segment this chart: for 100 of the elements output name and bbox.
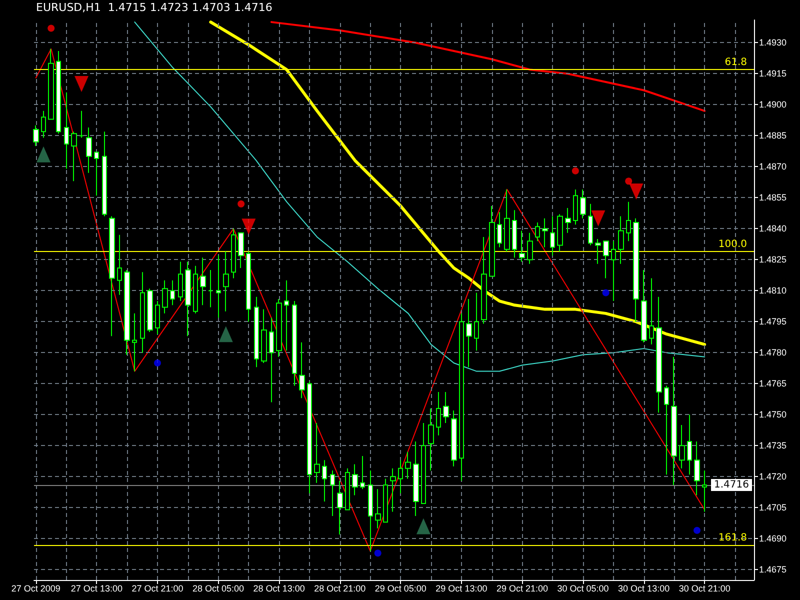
candlestick xyxy=(276,298,282,358)
y-tick-label: 1.4765 xyxy=(759,378,787,389)
candlestick xyxy=(466,298,472,368)
candlestick xyxy=(664,385,669,476)
candlestick xyxy=(535,222,540,242)
point xyxy=(629,184,644,200)
candlestick xyxy=(132,312,137,372)
point xyxy=(48,24,55,32)
candlestick xyxy=(626,201,631,242)
candlestick xyxy=(147,288,153,333)
candlestick xyxy=(702,470,707,512)
candlestick xyxy=(580,188,586,219)
candlestick xyxy=(269,317,274,403)
x-tick-label: 27 Oct 13:00 xyxy=(70,584,122,594)
candlestick xyxy=(398,460,403,494)
candlestick xyxy=(368,470,373,552)
ref-line-label: 1.4716 xyxy=(714,479,749,490)
candlestick xyxy=(557,214,563,252)
candlestick xyxy=(102,131,107,217)
x-tick-label: 29 Oct 13:00 xyxy=(436,584,488,594)
candlestick xyxy=(261,308,267,364)
candlestick xyxy=(314,422,320,484)
candlestick xyxy=(254,296,259,368)
line-series xyxy=(270,21,706,112)
line-series xyxy=(35,48,706,552)
candlestick xyxy=(162,280,168,314)
candlestick xyxy=(565,208,571,234)
candlestick xyxy=(231,228,236,279)
candlestick xyxy=(41,110,46,138)
candlestick xyxy=(322,460,327,502)
candlestick xyxy=(611,240,616,302)
candlestick xyxy=(246,250,251,322)
point xyxy=(36,146,50,162)
candlestick xyxy=(573,188,578,226)
candlestick xyxy=(337,480,343,536)
candlestick xyxy=(56,50,61,134)
x-tick-label: 29 Oct 21:00 xyxy=(496,584,548,594)
candlestick xyxy=(527,232,533,264)
x-tick-label: 30 Oct 13:00 xyxy=(618,584,670,594)
y-tick-label: 1.4750 xyxy=(759,410,787,420)
candlestick xyxy=(497,212,502,248)
y-tick-label: 1.4900 xyxy=(759,100,787,110)
candlestick xyxy=(307,381,312,494)
candlestick xyxy=(284,280,289,352)
candlestick xyxy=(86,126,92,174)
candlestick xyxy=(633,218,639,322)
candlestick xyxy=(550,216,555,256)
y-tick-label: 1.4690 xyxy=(759,534,787,544)
point xyxy=(74,76,88,92)
candlestick xyxy=(694,441,700,496)
point xyxy=(602,289,610,296)
candlestick xyxy=(330,470,335,516)
point xyxy=(242,218,256,235)
candlestick xyxy=(94,152,99,196)
x-tick-label: 30 Oct 05:00 xyxy=(557,584,609,594)
candlestick xyxy=(185,261,191,337)
annotation: 100.0 xyxy=(718,238,747,250)
candlestick xyxy=(33,124,39,147)
candlestick xyxy=(656,296,662,414)
candlestick xyxy=(216,255,221,318)
y-tick-label: 1.4810 xyxy=(759,286,787,296)
x-tick-label: 28 Oct 21:00 xyxy=(314,584,366,594)
candlestick xyxy=(208,270,213,308)
candlestick xyxy=(345,468,350,510)
point xyxy=(591,210,606,226)
candlestick xyxy=(679,424,685,469)
candlestick xyxy=(178,261,183,302)
candlestick xyxy=(489,205,495,277)
candlestick xyxy=(48,48,54,120)
y-tick-label: 1.4720 xyxy=(759,472,787,482)
candlestick xyxy=(238,232,244,268)
line-series xyxy=(134,22,706,372)
candlestick xyxy=(428,408,434,471)
chart-title: EURUSD,H1 1.4715 1.4723 1.4703 1.4716 xyxy=(36,1,272,14)
candlestick xyxy=(618,216,624,264)
candlestick xyxy=(292,300,297,386)
candlestick xyxy=(687,414,692,476)
candlestick xyxy=(124,270,130,356)
candlestick xyxy=(588,203,593,246)
candlestick xyxy=(140,272,145,354)
candlestick xyxy=(512,210,517,258)
point xyxy=(416,518,430,534)
candlestick xyxy=(649,278,654,345)
y-tick-label: 1.4795 xyxy=(759,316,787,327)
candlestick xyxy=(79,110,84,138)
point xyxy=(374,550,382,557)
candlestick xyxy=(299,342,305,399)
y-tick-label: 1.4780 xyxy=(759,348,787,358)
point xyxy=(625,178,632,185)
candlestick xyxy=(504,188,510,252)
candlestick xyxy=(671,356,677,486)
y-tick-label: 1.4855 xyxy=(759,192,787,203)
y-tick-label: 1.4885 xyxy=(759,130,787,141)
y-tick-label: 1.4930 xyxy=(759,38,787,48)
candlestick xyxy=(64,92,69,170)
point xyxy=(572,167,579,174)
point xyxy=(238,200,245,208)
candlestick xyxy=(413,441,419,516)
candlestick xyxy=(200,257,206,306)
candlestick xyxy=(352,464,358,496)
